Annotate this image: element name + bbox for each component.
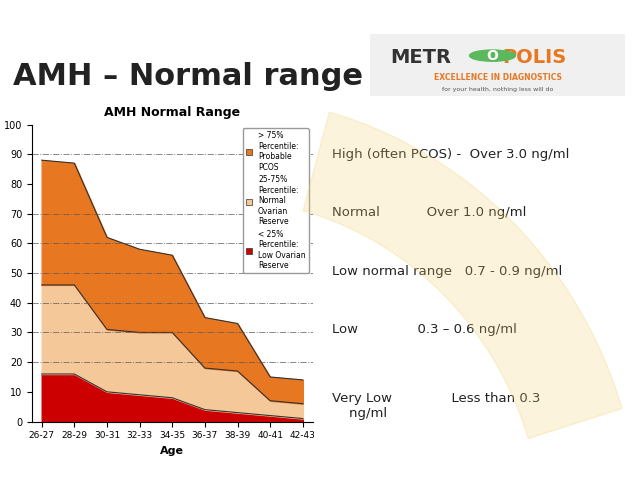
Circle shape: [470, 50, 516, 61]
Text: High (often PCOS) -  Over 3.0 ng/ml: High (often PCOS) - Over 3.0 ng/ml: [332, 148, 569, 160]
Text: Normal           Over 1.0 ng/ml: Normal Over 1.0 ng/ml: [332, 206, 526, 219]
Text: METR: METR: [390, 48, 452, 67]
Text: AMH – Normal range: AMH – Normal range: [13, 62, 363, 91]
Text: Low normal range   0.7 - 0.9 ng/ml: Low normal range 0.7 - 0.9 ng/ml: [332, 265, 562, 278]
X-axis label: Age: Age: [160, 446, 184, 456]
Text: EXCELLENCE IN DIAGNOSTICS: EXCELLENCE IN DIAGNOSTICS: [434, 73, 561, 81]
Text: Very Low              Less than 0.3
    ng/ml: Very Low Less than 0.3 ng/ml: [332, 392, 540, 420]
Text: O: O: [487, 49, 498, 63]
Text: Low              0.3 – 0.6 ng/ml: Low 0.3 – 0.6 ng/ml: [332, 323, 517, 336]
Text: POLIS: POLIS: [503, 48, 567, 67]
Text: for your health, nothing less will do: for your health, nothing less will do: [442, 87, 553, 92]
Legend: > 75%
Percentile:
Probable
PCOS, 25-75%
Percentile:
Normal
Ovarian
Reserve, < 25: > 75% Percentile: Probable PCOS, 25-75% …: [243, 128, 309, 273]
Title: AMH Normal Range: AMH Normal Range: [104, 106, 241, 119]
Polygon shape: [303, 112, 622, 439]
FancyBboxPatch shape: [365, 32, 630, 97]
